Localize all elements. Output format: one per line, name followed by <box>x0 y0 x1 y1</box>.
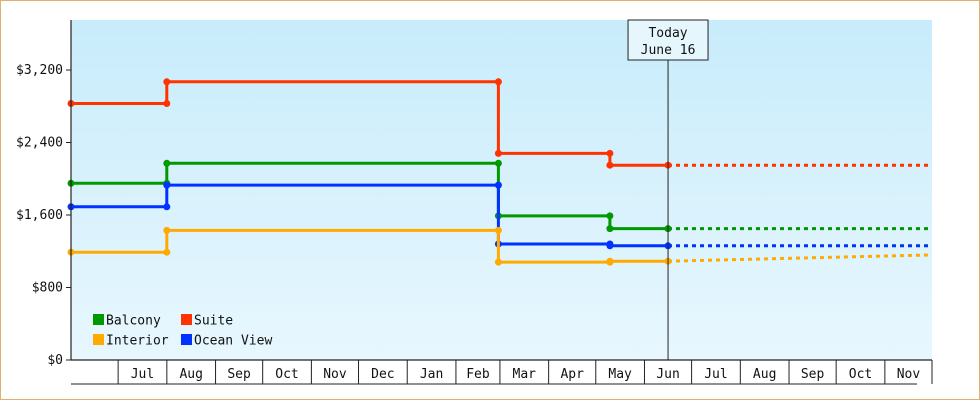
x-tick-label: Jun <box>656 367 679 382</box>
legend-swatch-balcony <box>93 314 104 325</box>
x-tick-label: Jul <box>131 367 154 382</box>
data-point-interior <box>494 226 502 234</box>
data-point-suite <box>606 161 614 169</box>
data-point-ocean-view <box>163 203 171 211</box>
legend-label-interior: Interior <box>106 334 169 349</box>
data-point-balcony <box>606 225 614 233</box>
legend-swatch-interior <box>93 334 104 345</box>
y-tick-label: $2,400 <box>16 136 63 151</box>
data-point-interior <box>606 257 614 265</box>
legend-label-balcony: Balcony <box>106 314 161 329</box>
data-point-balcony <box>494 159 502 167</box>
data-point-balcony <box>606 212 614 220</box>
today-label-line1: Today <box>648 26 687 41</box>
x-tick-label: Apr <box>560 367 584 382</box>
axes-layer: $0 $800 $1,600 $2,400 $3,200 Jul Aug Sep Oct Nov D… <box>16 20 933 385</box>
x-tick-label: Dec <box>371 367 394 382</box>
x-tick-label: Sep <box>801 367 825 382</box>
data-point-ocean-view <box>606 242 614 250</box>
data-point-ocean-view <box>163 181 171 189</box>
x-tick-label: Nov <box>323 367 347 382</box>
data-point-balcony <box>163 159 171 167</box>
today-label-line2: June 16 <box>641 43 696 58</box>
legend-label-ocean-view: Ocean View <box>194 334 272 349</box>
x-tick-label: Sep <box>227 367 251 382</box>
data-point-suite <box>163 100 171 107</box>
x-tick-label: Nov <box>897 367 921 382</box>
data-point-interior <box>163 226 171 234</box>
x-tick-label: Aug <box>179 367 202 382</box>
x-tick-label: Feb <box>466 367 490 382</box>
data-point-suite <box>163 78 171 86</box>
x-tick-label: Oct <box>275 367 298 382</box>
data-point-suite <box>494 149 502 157</box>
y-tick-label: $3,200 <box>16 63 63 78</box>
data-point-interior <box>163 248 171 256</box>
legend-label-suite: Suite <box>194 314 233 329</box>
y-tick-label: $800 <box>32 281 63 296</box>
data-point-ocean-view <box>494 181 502 189</box>
x-tick-label: Aug <box>753 367 776 382</box>
x-tick-label: May <box>608 367 632 382</box>
y-tick-label: $1,600 <box>16 208 63 223</box>
y-tick-label: $0 <box>47 353 63 368</box>
x-tick-label: Jul <box>704 367 727 382</box>
data-point-interior <box>494 258 502 266</box>
x-tick-label: Jan <box>420 367 443 382</box>
legend-swatch-ocean-view <box>181 334 192 345</box>
today-box <box>627 19 709 61</box>
data-point-suite <box>606 149 614 157</box>
legend-swatch-suite <box>181 314 192 325</box>
plot-background <box>71 20 932 360</box>
series-layer <box>67 78 933 266</box>
x-tick-label: Mar <box>513 367 537 382</box>
data-point-suite <box>494 78 502 86</box>
today-marker: Today June 16 <box>627 19 709 360</box>
x-tick-label: Oct <box>849 367 872 382</box>
legend: Balcony Suite Interior Ocean View <box>93 314 272 349</box>
